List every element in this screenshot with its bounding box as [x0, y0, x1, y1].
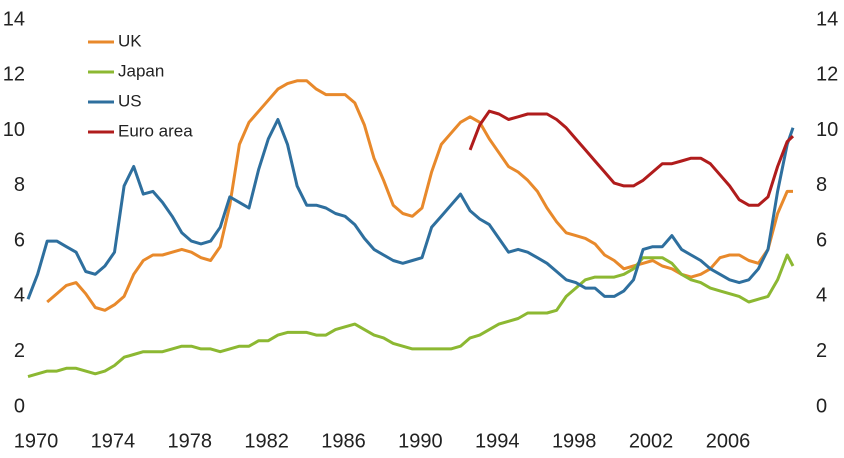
x-tick-label: 1970	[14, 430, 59, 452]
legend-label: US	[118, 91, 142, 110]
x-tick-label: 2002	[629, 430, 674, 452]
x-tick-label: 1978	[168, 430, 213, 452]
y2-tick-label: 14	[816, 8, 838, 30]
y2-tick-label: 12	[816, 64, 838, 86]
x-tick-label: 1974	[91, 430, 136, 452]
x-tick-label: 1998	[552, 430, 597, 452]
x-tick-label: 1990	[398, 430, 443, 452]
y-tick-label: 8	[14, 174, 25, 196]
x-tick-label: 2006	[706, 430, 751, 452]
y2-tick-label: 10	[816, 119, 838, 141]
y2-tick-label: 6	[816, 229, 827, 251]
x-tick-label: 1986	[321, 430, 366, 452]
x-tick-label: 1982	[244, 430, 289, 452]
y-tick-label: 4	[14, 285, 25, 307]
series-line	[26, 118, 795, 300]
series-line	[46, 79, 793, 312]
y-tick-label: 12	[3, 64, 25, 86]
y2-tick-label: 0	[816, 395, 827, 417]
y-tick-label: 10	[3, 119, 25, 141]
y-tick-label: 2	[14, 340, 25, 362]
x-tick-label: 1994	[475, 430, 520, 452]
legend-label: Japan	[118, 61, 164, 80]
series-line	[468, 109, 795, 207]
y-tick-label: 6	[14, 229, 25, 251]
legend-label: UK	[118, 31, 142, 50]
y-tick-label: 14	[3, 8, 25, 30]
y2-tick-label: 2	[816, 340, 827, 362]
series-line	[27, 253, 795, 379]
y2-tick-label: 4	[816, 285, 827, 307]
y-tick-label: 0	[14, 395, 25, 417]
y2-tick-label: 8	[816, 174, 827, 196]
legend-label: Euro area	[118, 121, 193, 140]
